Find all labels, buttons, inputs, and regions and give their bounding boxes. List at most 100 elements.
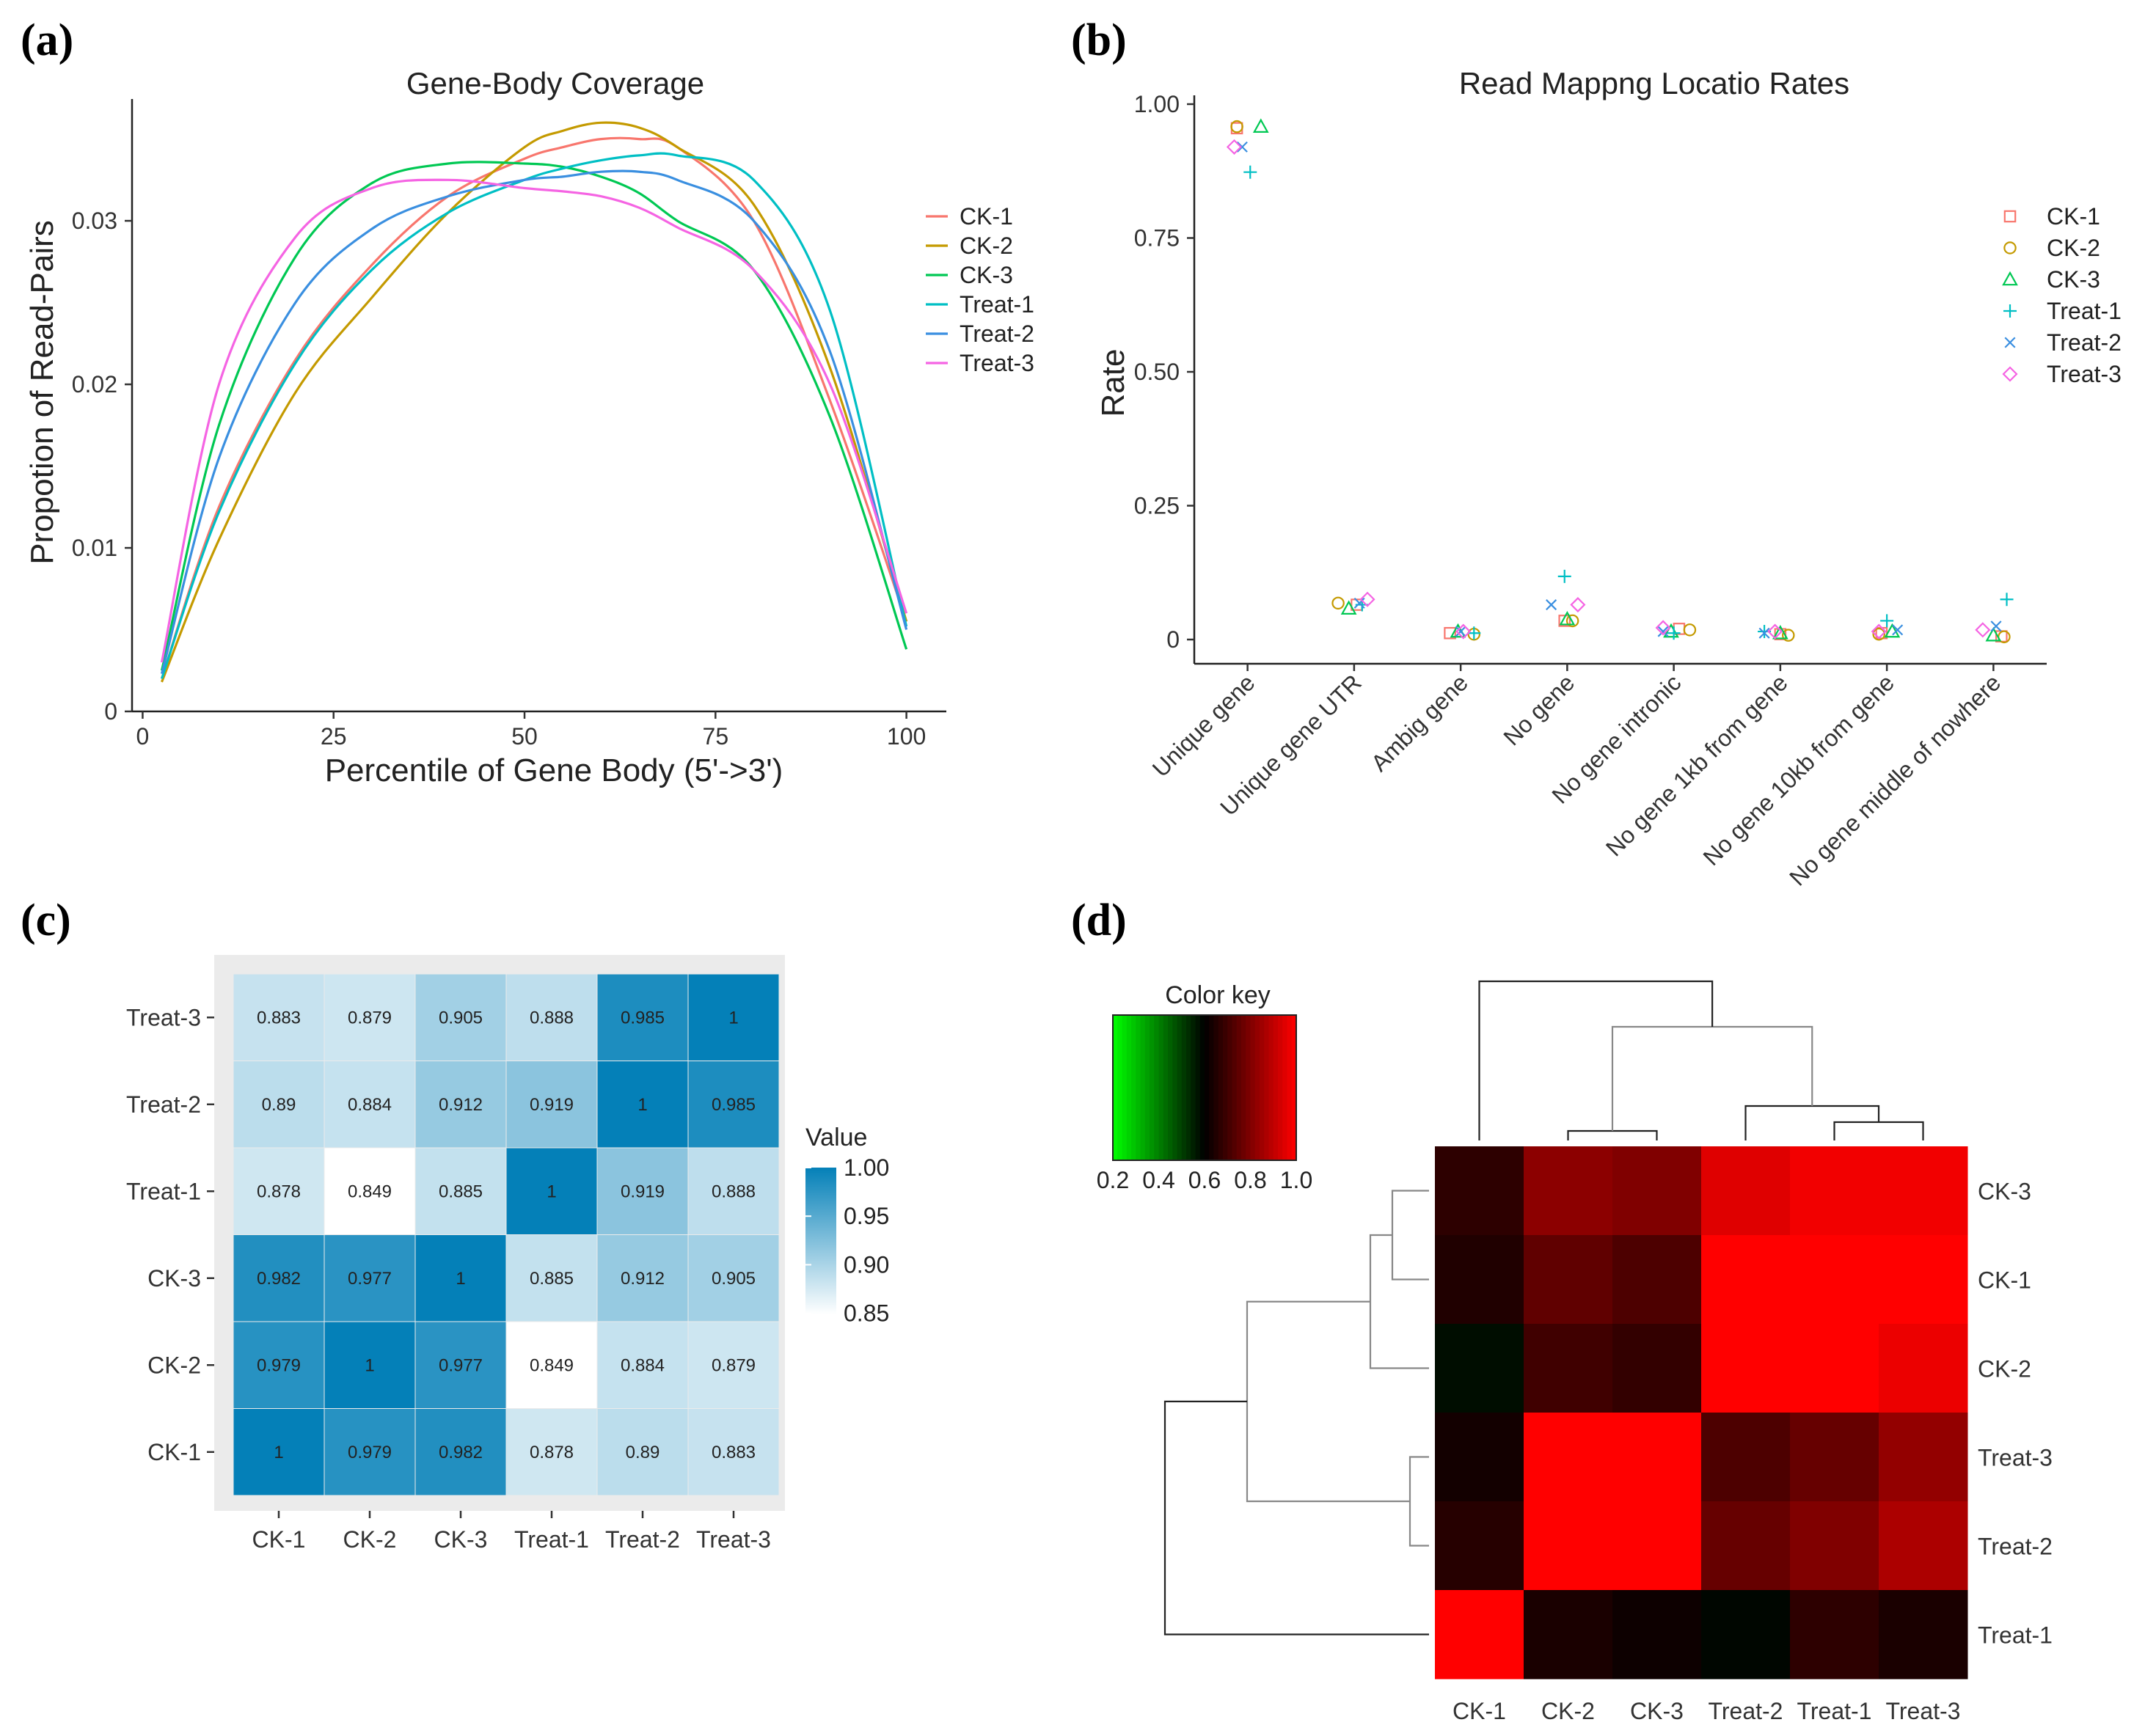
heatmap-cell bbox=[324, 973, 416, 1061]
colorkey-segment bbox=[1241, 1015, 1246, 1160]
heatmap-cell bbox=[1612, 1324, 1702, 1413]
heatmap-cell-label: 0.878 bbox=[257, 1182, 301, 1201]
chart-c-legend-bar bbox=[805, 1168, 836, 1314]
point-treat-3 bbox=[1359, 591, 1375, 607]
point-ck-2 bbox=[1331, 596, 1345, 610]
heatmap-cell bbox=[1524, 1324, 1613, 1413]
point-treat-3-shape bbox=[1975, 622, 1991, 638]
point-treat-2 bbox=[1990, 620, 2002, 632]
point-ck-2-shape bbox=[1230, 120, 1243, 133]
point-ck-3 bbox=[1340, 600, 1357, 615]
legend-label: Treat-2 bbox=[2047, 329, 2122, 356]
chart-a-ytick-label: 0.02 bbox=[72, 371, 117, 398]
chart-c-col-label: CK-1 bbox=[252, 1526, 306, 1553]
colorkey-segment bbox=[1177, 1015, 1183, 1160]
chart-c-col-label: Treat-3 bbox=[696, 1526, 771, 1553]
chart-d-row-label: CK-3 bbox=[1978, 1179, 2031, 1205]
heatmap-cell-label: 0.884 bbox=[348, 1095, 392, 1115]
colorkey-segment bbox=[1172, 1015, 1178, 1160]
point-ck-1-shape bbox=[1558, 615, 1571, 627]
legend-key-treat-2-b bbox=[2004, 337, 2016, 348]
point-treat-3-shape bbox=[1226, 139, 1243, 155]
legend-label: CK-1 bbox=[960, 203, 1013, 230]
legend-key-ck-1 bbox=[2003, 210, 2017, 223]
point-treat-1 bbox=[1667, 626, 1681, 640]
legend-key-ck-3-shape bbox=[2002, 271, 2018, 286]
chart-c-legend-tick-label: 1.00 bbox=[844, 1154, 889, 1181]
heatmap-cell-label: 0.888 bbox=[530, 1008, 574, 1028]
heatmap-cell bbox=[1612, 1501, 1702, 1591]
heatmap-cell bbox=[1790, 1413, 1879, 1502]
heatmap-cell-label: 0.982 bbox=[439, 1443, 483, 1462]
heatmap-cell-label: 0.905 bbox=[439, 1008, 483, 1028]
point-treat-2-b bbox=[1546, 599, 1557, 611]
heatmap-cell bbox=[1879, 1590, 1968, 1680]
point-ck-2-shape bbox=[1565, 614, 1579, 628]
point-treat-2 bbox=[1455, 626, 1466, 637]
chart-b-xtick-label: Ambig gene bbox=[1366, 669, 1473, 776]
heatmap-cell bbox=[233, 1234, 325, 1322]
chart-d-cells bbox=[1435, 1146, 1968, 1680]
heatmap-cell bbox=[687, 973, 780, 1061]
point-treat-3 bbox=[1226, 139, 1243, 155]
point-treat-2 bbox=[1353, 597, 1365, 609]
chart-c-col-label: Treat-2 bbox=[605, 1526, 680, 1553]
chart-b-xtick-label: No gene bbox=[1498, 669, 1579, 750]
chart-a-xtick-label: 100 bbox=[887, 723, 926, 750]
colorkey-segment bbox=[1150, 1015, 1155, 1160]
heatmap-cell-label: 0.905 bbox=[712, 1269, 756, 1289]
point-treat-3 bbox=[1767, 623, 1783, 640]
chart-d-dendrograms bbox=[1163, 980, 1924, 1636]
chart-a-ytick-label: 0.01 bbox=[72, 535, 117, 561]
point-ck-3-shape bbox=[1559, 610, 1576, 626]
heatmap-cell bbox=[414, 1147, 507, 1235]
heatmap-cell bbox=[1612, 1413, 1702, 1502]
point-treat-2-b bbox=[1892, 624, 1904, 636]
chart-c-legend-tick-label: 0.85 bbox=[844, 1300, 889, 1327]
chart-b-ytick-label: 0.50 bbox=[1134, 359, 1180, 385]
colorkey-segment bbox=[1126, 1015, 1132, 1160]
point-ck-3 bbox=[1772, 624, 1788, 640]
point-ck-1-shape bbox=[1774, 628, 1787, 640]
point-treat-3 bbox=[1655, 620, 1671, 636]
colorkey-segment bbox=[1287, 1015, 1293, 1160]
heatmap-cell-label: 0.979 bbox=[257, 1355, 301, 1375]
colorkey-segment bbox=[1199, 1015, 1205, 1160]
heatmap-cell bbox=[505, 1321, 598, 1409]
colorkey-segment bbox=[1254, 1015, 1260, 1160]
heatmap-cell bbox=[1701, 1324, 1791, 1413]
col-dendro-link bbox=[1478, 980, 1714, 1140]
point-ck-2 bbox=[1872, 627, 1885, 641]
point-treat-1 bbox=[1467, 626, 1481, 640]
row-dendro-link bbox=[1391, 1190, 1429, 1281]
chart-b-ytick-label: 1.00 bbox=[1134, 91, 1180, 117]
chart-a-xtick-label: 75 bbox=[703, 723, 729, 750]
col-dendro-link bbox=[1744, 1105, 1880, 1140]
point-treat-2-b bbox=[1353, 597, 1365, 609]
chart-c-row-label: CK-1 bbox=[147, 1439, 201, 1465]
heatmap-cell-label: 1 bbox=[365, 1355, 374, 1375]
colorkey-segment bbox=[1273, 1015, 1279, 1160]
colorkey-segment bbox=[1191, 1015, 1196, 1160]
point-ck-1 bbox=[1774, 628, 1787, 640]
colorkey-segment bbox=[1117, 1015, 1123, 1160]
chart-a-axes: 0 25 50 75 100 0 0.01 0.02 0.03 bbox=[72, 99, 946, 750]
colorkey-segment bbox=[1186, 1015, 1191, 1160]
panel-a-line-chart: Gene-Body Coverage 0 25 50 75 100 0 0.01 0.02 0.… bbox=[24, 66, 1034, 788]
heatmap-cell bbox=[1701, 1590, 1791, 1680]
chart-c-row-label: CK-2 bbox=[147, 1352, 201, 1378]
colorkey-segment bbox=[1223, 1015, 1228, 1160]
point-treat-3 bbox=[1871, 623, 1887, 640]
chart-d-col-label: CK-2 bbox=[1541, 1698, 1595, 1724]
chart-b-title: Read Mappng Locatio Rates bbox=[1459, 66, 1849, 100]
heatmap-cell-label: 0.982 bbox=[257, 1269, 301, 1289]
chart-c-row-label: CK-3 bbox=[147, 1265, 201, 1292]
point-treat-1 bbox=[1243, 165, 1257, 179]
chart-d-colorkey-title: Color key bbox=[1165, 981, 1271, 1009]
chart-b-ylabel: Rate bbox=[1095, 349, 1131, 417]
point-ck-3-shape bbox=[1252, 118, 1269, 133]
legend-label: Treat-1 bbox=[2047, 298, 2122, 324]
colorkey-segment bbox=[1136, 1015, 1141, 1160]
legend-key-treat-2 bbox=[2004, 337, 2016, 348]
heatmap-cell-label: 0.878 bbox=[530, 1443, 574, 1462]
